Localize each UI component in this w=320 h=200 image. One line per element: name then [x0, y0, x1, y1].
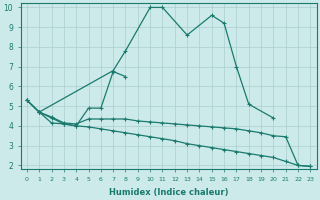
X-axis label: Humidex (Indice chaleur): Humidex (Indice chaleur) — [109, 188, 228, 197]
